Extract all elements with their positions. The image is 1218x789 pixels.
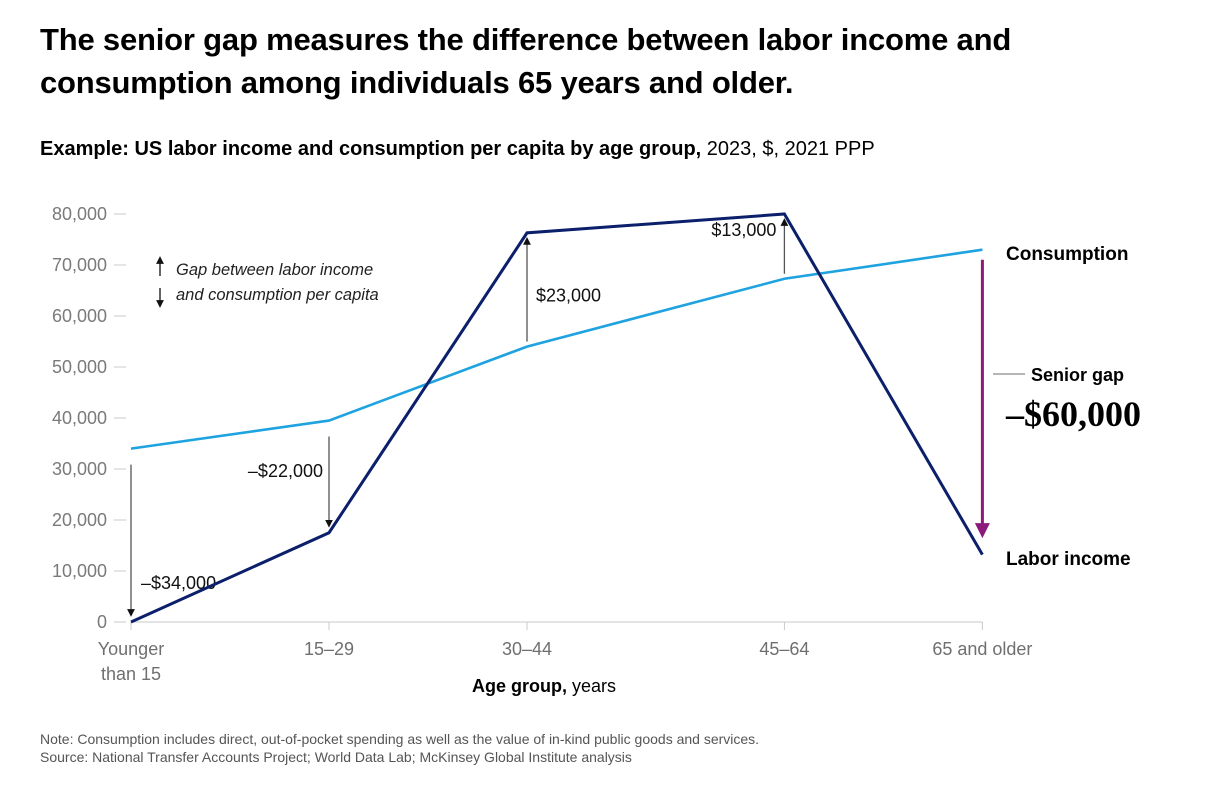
x-axis-title-bold: Age group, [472, 676, 567, 696]
x-tick-label: 65 and older [932, 639, 1032, 659]
x-tick-label: Younger [98, 639, 164, 659]
x-axis-title: Age group, years [472, 676, 616, 696]
source-text: Source: National Transfer Accounts Proje… [40, 749, 632, 765]
subtitle-bold: Example: US labor income and consumption… [40, 138, 702, 160]
senior-gap-label: Senior gap [1031, 365, 1124, 385]
labor-income-line [130, 212, 984, 624]
chart-title: The senior gap measures the difference b… [40, 22, 1012, 100]
y-tick-marks [114, 213, 126, 623]
x-tick-label: than 15 [101, 664, 161, 684]
labor-income-label: Labor income [1006, 549, 1131, 570]
y-tick-label: 50,000 [52, 357, 107, 377]
gap-label: –$22,000 [248, 461, 323, 481]
senior-gap: Senior gap –$60,000 [974, 259, 1141, 539]
x-axis: Younger than 15 15–29 30–44 45–64 65 and olde… [98, 621, 1032, 684]
gap-label: –$34,000 [141, 573, 216, 593]
series-lines [130, 212, 984, 624]
x-tick-label: 15–29 [304, 639, 354, 659]
note-text: Note: Consumption includes direct, out-o… [40, 731, 760, 747]
consumption-label: Consumption [1006, 244, 1128, 265]
subtitle-regular: 2023, $, 2021 PPP [701, 138, 875, 160]
consumption-line [130, 248, 983, 450]
legend-line-1: Gap between labor income [176, 261, 373, 279]
y-tick-label: 20,000 [52, 510, 107, 530]
x-axis-title-regular: years [567, 676, 616, 696]
gap-annotations: –$34,000 –$22,000 $23,000 $13,000 [127, 218, 789, 617]
y-tick-label: 30,000 [52, 459, 107, 479]
gap-label: $13,000 [711, 220, 776, 240]
y-axis: 0 10,000 20,000 30,000 40,000 50,000 60,000 70,… [52, 204, 107, 632]
chart-subtitle: Example: US labor income and consumption… [40, 138, 875, 161]
footnotes: Note: Consumption includes direct, out-o… [40, 730, 759, 766]
y-tick-label: 10,000 [52, 561, 107, 581]
gap-legend: Gap between labor income and consumption… [156, 256, 379, 308]
x-tick-label: 30–44 [502, 639, 552, 659]
legend-line-2: and consumption per capita [176, 286, 379, 304]
y-tick-label: 80,000 [52, 204, 107, 224]
y-tick-label: 70,000 [52, 255, 107, 275]
senior-gap-value: –$60,000 [1005, 394, 1141, 434]
gap-label: $23,000 [536, 285, 601, 305]
y-tick-label: 60,000 [52, 306, 107, 326]
y-tick-label: 0 [97, 612, 107, 632]
y-tick-label: 40,000 [52, 408, 107, 428]
x-tick-label: 45–64 [759, 639, 809, 659]
